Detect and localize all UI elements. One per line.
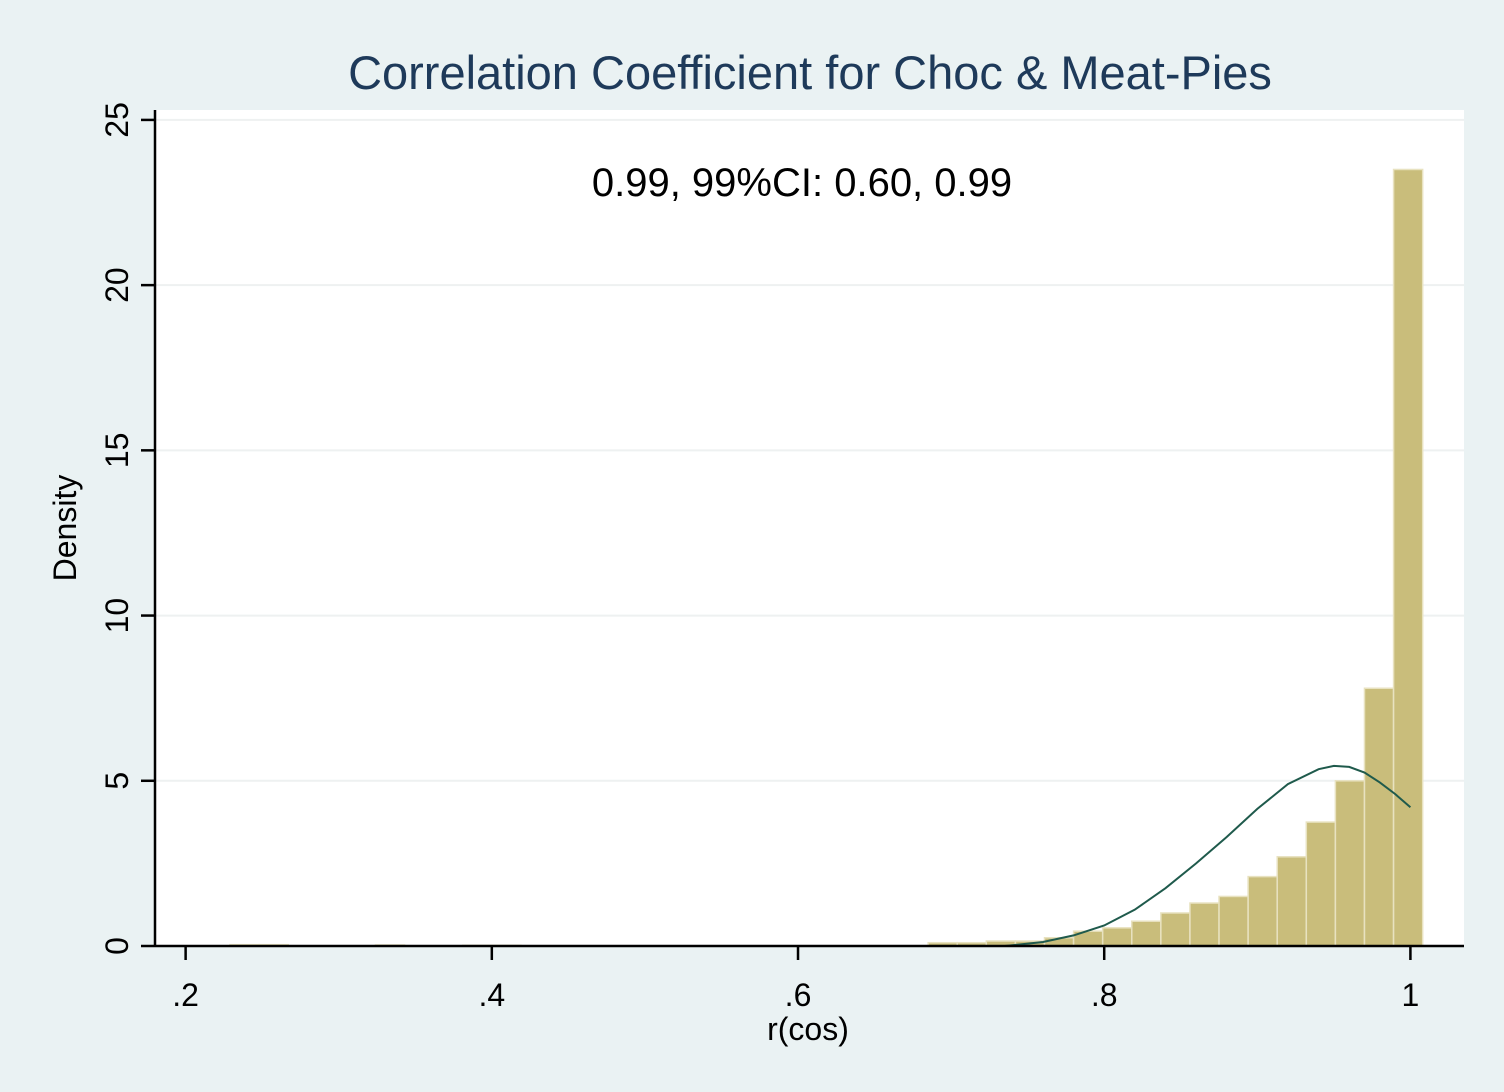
y-tick-label: 15 [99, 433, 135, 469]
x-tick-label: .4 [478, 977, 505, 1013]
plot-area [155, 110, 1464, 946]
grid-lines [155, 118, 1464, 782]
x-tick-label: 1 [1402, 977, 1420, 1013]
histogram-bar [1218, 895, 1249, 947]
chart-text: Correlation Coefficient for Choc & Meat-… [47, 46, 1272, 1047]
histogram-bar [1334, 780, 1366, 947]
y-tick-label: 25 [99, 102, 135, 138]
histogram-bar [1160, 912, 1191, 947]
chart-annotation: 0.99, 99%CI: 0.60, 0.99 [592, 161, 1012, 205]
y-tick-label: 5 [99, 772, 135, 790]
axes: 0 5 10 15 20 25 .2 .4 .6 .8 1 [99, 102, 1464, 1013]
histogram-bars [229, 168, 1424, 947]
density-curve [1004, 764, 1412, 947]
y-tick-label: 0 [99, 937, 135, 955]
x-tick-label: .8 [1091, 977, 1118, 1013]
histogram-bar [1247, 875, 1278, 947]
x-axis-label: r(cos) [767, 1011, 849, 1047]
y-tick-label: 20 [99, 267, 135, 303]
y-tick-label: 10 [99, 598, 135, 634]
histogram-bar [1276, 856, 1308, 947]
chart-title: Correlation Coefficient for Choc & Meat-… [348, 46, 1272, 99]
y-axis-label: Density [47, 475, 83, 582]
x-tick-label: .2 [172, 977, 199, 1013]
histogram-bar [1131, 920, 1162, 947]
x-tick-label: .6 [785, 977, 812, 1013]
histogram-bar [1101, 927, 1133, 947]
histogram-bar [1363, 687, 1395, 947]
histogram-bar [1305, 821, 1337, 947]
histogram-bar [1392, 168, 1424, 947]
histogram-bar [1189, 902, 1220, 947]
density-curve-layer [1004, 764, 1412, 947]
